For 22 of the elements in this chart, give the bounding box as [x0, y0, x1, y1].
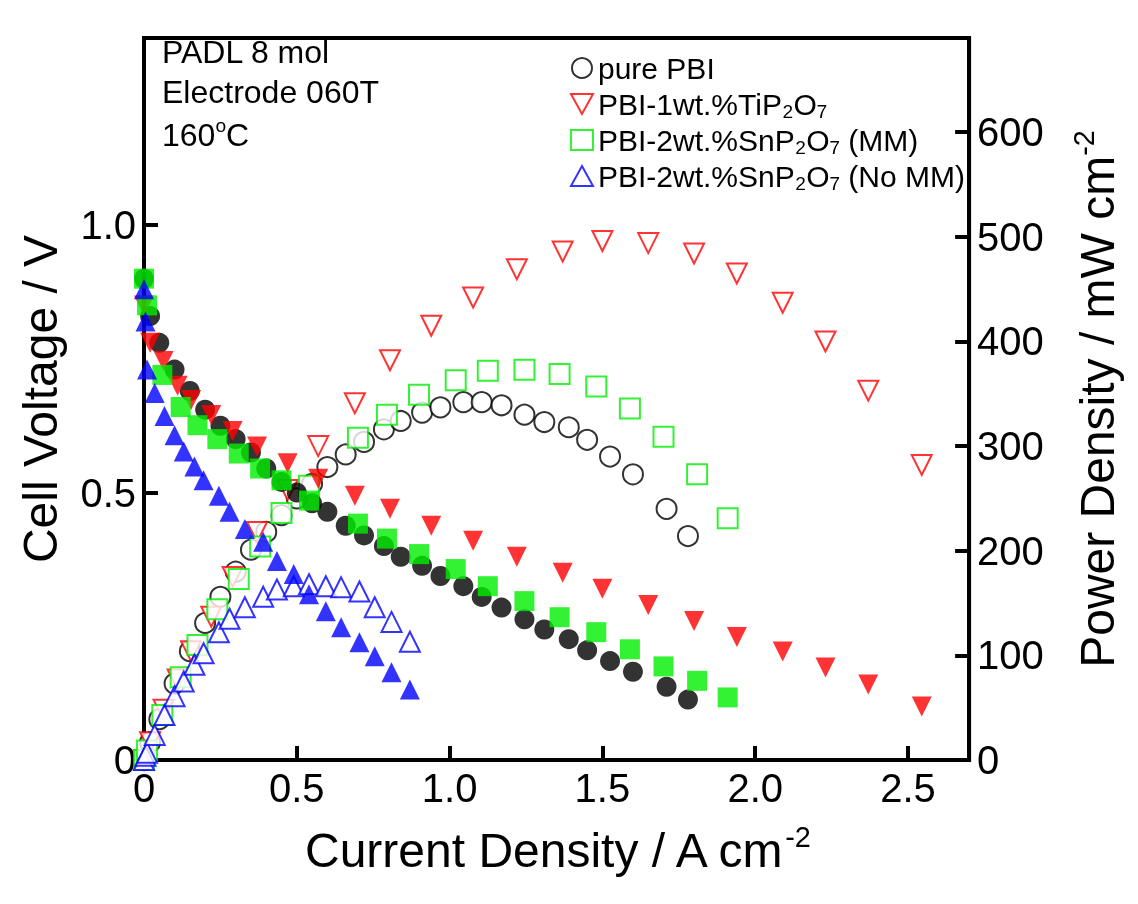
y2-axis-title: Power Density / mW cm-2 — [1067, 130, 1125, 668]
y-tick-label: 0.5 — [80, 470, 136, 515]
y2-tick-label: 400 — [977, 319, 1044, 364]
legend-label: pure PBI — [597, 51, 715, 85]
annotation: PADL 8 mol — [162, 34, 330, 70]
y2-tick-label: 0 — [977, 738, 1000, 782]
x-tick-label: 1.5 — [574, 766, 631, 810]
y-tick-label: 1.0 — [80, 203, 136, 248]
legend-label: PBI-1wt.%TiP₂O₇ — [597, 87, 828, 121]
legend-label: PBI-2wt.%SnP₂O₇ (MM) — [597, 123, 919, 157]
y2-tick-label: 200 — [977, 528, 1044, 573]
x-tick-label: 2.0 — [727, 766, 783, 810]
x-tick-label: 2.5 — [880, 766, 936, 810]
legend-label: PBI-2wt.%SnP₂O₇ (No MM) — [597, 159, 966, 193]
x-tick-label: 0.5 — [268, 766, 325, 810]
y2-tick-label: 600 — [977, 110, 1044, 155]
x-tick-label: 1.0 — [421, 766, 478, 810]
y2-tick-label: 300 — [977, 424, 1044, 469]
y-axis-title: Cell Voltage / V — [13, 234, 67, 564]
y2-tick-label: 500 — [977, 214, 1044, 259]
y2-tick-label: 100 — [977, 633, 1044, 678]
annotation: Electrode 060T — [162, 74, 380, 110]
